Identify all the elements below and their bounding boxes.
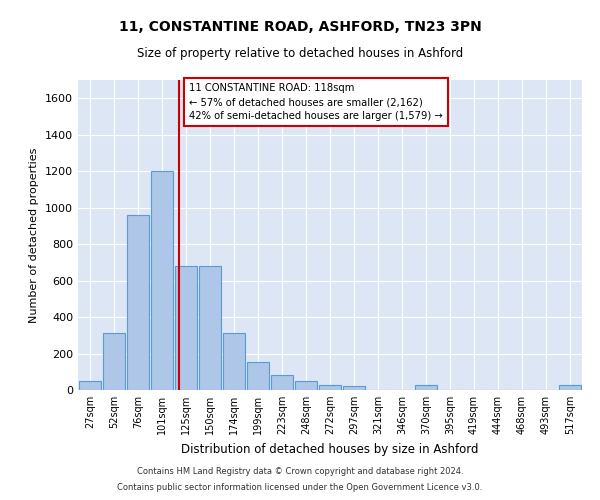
Text: Contains public sector information licensed under the Open Government Licence v3: Contains public sector information licen…	[118, 483, 482, 492]
Bar	[103, 334, 125, 390]
Text: 11, CONSTANTINE ROAD, ASHFORD, TN23 3PN: 11, CONSTANTINE ROAD, ASHFORD, TN23 3PN	[119, 20, 481, 34]
Bar	[151, 171, 173, 390]
Text: Contains HM Land Registry data © Crown copyright and database right 2024.: Contains HM Land Registry data © Crown c…	[137, 467, 463, 476]
Bar	[127, 215, 149, 390]
Text: Size of property relative to detached houses in Ashford: Size of property relative to detached ho…	[137, 48, 463, 60]
Bar	[343, 386, 365, 390]
Bar	[559, 386, 581, 390]
Bar	[199, 266, 221, 390]
Bar	[223, 334, 245, 390]
Bar	[295, 381, 317, 390]
Bar	[79, 381, 101, 390]
X-axis label: Distribution of detached houses by size in Ashford: Distribution of detached houses by size …	[181, 442, 479, 456]
Text: 11 CONSTANTINE ROAD: 118sqm
← 57% of detached houses are smaller (2,162)
42% of : 11 CONSTANTINE ROAD: 118sqm ← 57% of det…	[189, 83, 443, 121]
Bar	[319, 384, 341, 390]
Bar	[247, 362, 269, 390]
Bar	[175, 266, 197, 390]
Y-axis label: Number of detached properties: Number of detached properties	[29, 148, 40, 322]
Bar	[415, 386, 437, 390]
Bar	[271, 376, 293, 390]
